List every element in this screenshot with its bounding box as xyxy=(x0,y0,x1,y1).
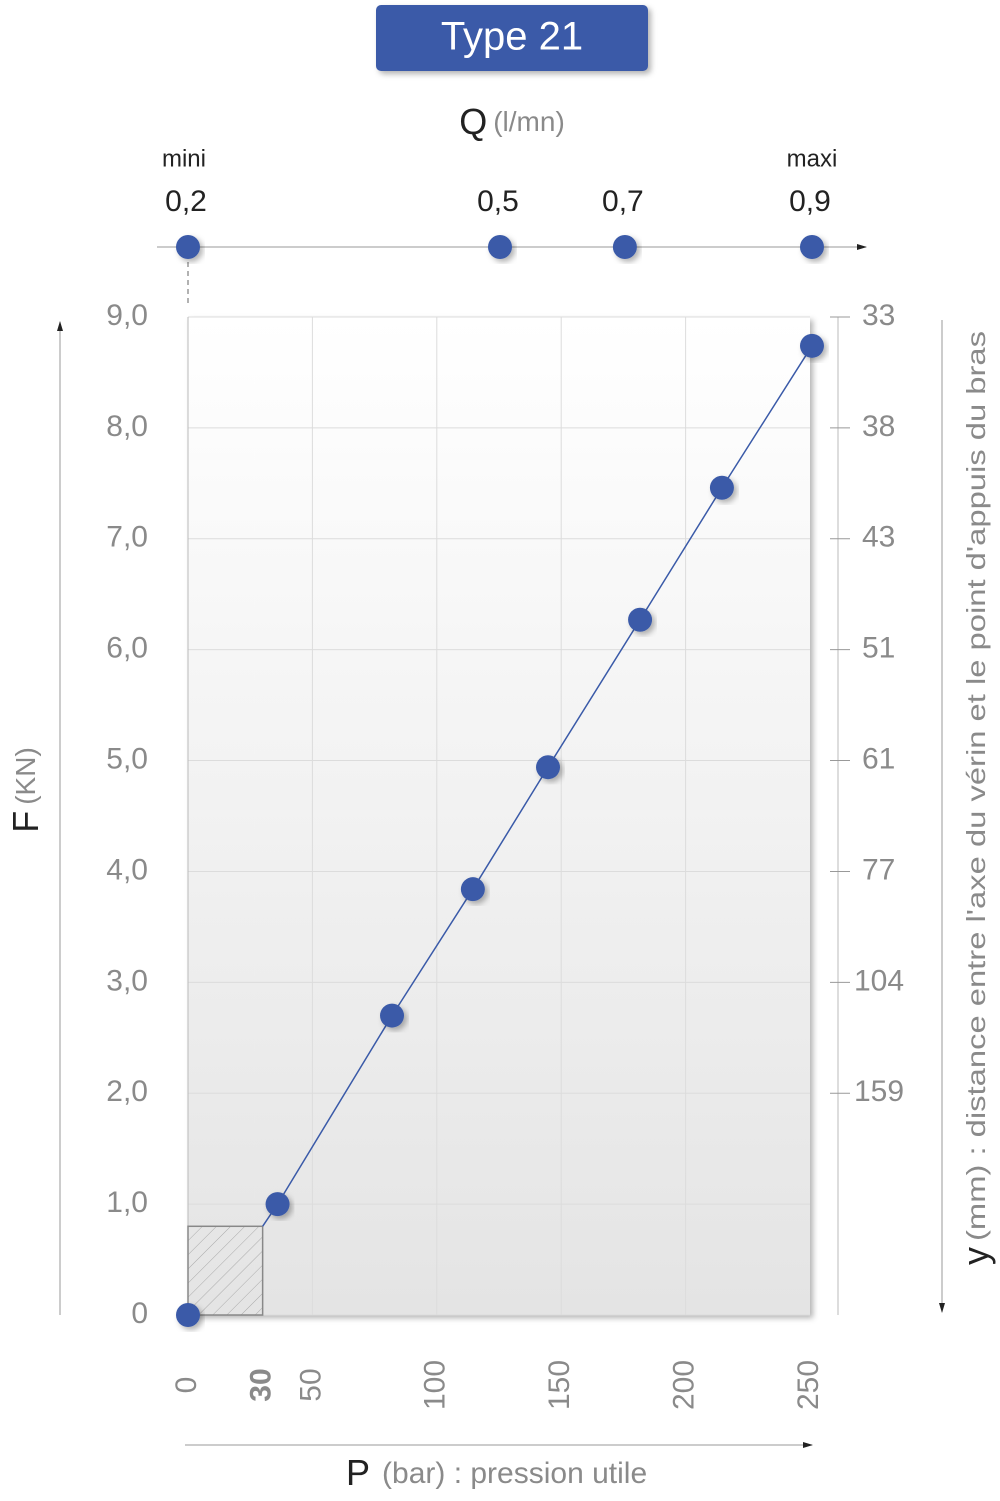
data-point xyxy=(709,475,734,500)
y-tick-label: 5,0 xyxy=(106,742,148,775)
q-label: Q xyxy=(459,101,487,142)
x-label: P xyxy=(346,1452,370,1493)
q-min-label: mini xyxy=(162,145,206,172)
q-tick-label: 0,9 xyxy=(789,185,831,218)
x-tick-label: 200 xyxy=(668,1360,701,1410)
q-tick-label: 0,2 xyxy=(165,185,207,218)
y2-tick-label: 104 xyxy=(854,964,904,997)
y-tick-label: 9,0 xyxy=(106,299,148,332)
y-tick-label: 7,0 xyxy=(106,521,148,554)
y2-axis-title: y (mm) : distance entre l'axe du vérin et… xyxy=(955,331,996,1265)
y-tick-label: 4,0 xyxy=(106,853,148,886)
x-tick-label: 50 xyxy=(294,1368,327,1401)
y2-tick-label: 77 xyxy=(862,853,895,886)
x-tick-label: 150 xyxy=(543,1360,576,1410)
data-point xyxy=(536,755,561,780)
data-point xyxy=(628,607,653,632)
y2-unit: (mm) : distance entre l'axe du vérin et … xyxy=(961,331,991,1241)
q-tick-label: 0,7 xyxy=(602,185,644,218)
plot-area xyxy=(188,317,810,1315)
data-point xyxy=(176,1303,200,1327)
y2-label: y xyxy=(955,1247,996,1265)
y2-tick-label: 159 xyxy=(854,1075,904,1108)
q-max-label: maxi xyxy=(787,145,838,172)
y2-tick-label: 43 xyxy=(862,521,895,554)
q-point xyxy=(176,235,200,259)
y-label: F xyxy=(5,811,46,833)
x-tick-label: 0 xyxy=(170,1377,203,1394)
y2-tick-label: 33 xyxy=(862,299,895,332)
chart-title: Type 21 xyxy=(441,15,583,59)
y2-tick-label: 51 xyxy=(862,632,895,665)
y-unit: (KN) xyxy=(10,747,41,805)
data-point xyxy=(460,877,485,902)
y-tick-label: 0 xyxy=(131,1297,148,1330)
q-tick-label: 0,5 xyxy=(477,185,519,218)
q-point xyxy=(612,235,637,259)
y-axis-title: F (KN) xyxy=(5,747,46,833)
x-tick-label: 100 xyxy=(419,1360,452,1410)
x-unit: (bar) : pression utile xyxy=(382,1457,647,1490)
data-point xyxy=(799,333,824,358)
q-axis-title: Q (l/mn) xyxy=(459,101,565,142)
y-tick-label: 6,0 xyxy=(106,632,148,665)
y2-tick-label: 38 xyxy=(862,410,895,443)
x-axis-title: P (bar) : pression utile xyxy=(346,1452,647,1493)
x-tick-label: 30 xyxy=(245,1368,278,1401)
y2-tick-label: 61 xyxy=(862,742,895,775)
title-box xyxy=(376,5,648,71)
data-point xyxy=(380,1003,405,1028)
q-unit: (l/mn) xyxy=(493,106,565,137)
q-point xyxy=(487,235,512,259)
y-tick-label: 1,0 xyxy=(106,1186,148,1219)
shaded-region xyxy=(187,1225,264,1316)
y-tick-label: 2,0 xyxy=(106,1075,148,1108)
y-tick-label: 8,0 xyxy=(106,410,148,443)
y-tick-label: 3,0 xyxy=(106,964,148,997)
x-tick-label: 250 xyxy=(792,1360,825,1410)
data-line xyxy=(262,345,813,1227)
data-point xyxy=(265,1192,290,1217)
q-point xyxy=(799,235,824,259)
